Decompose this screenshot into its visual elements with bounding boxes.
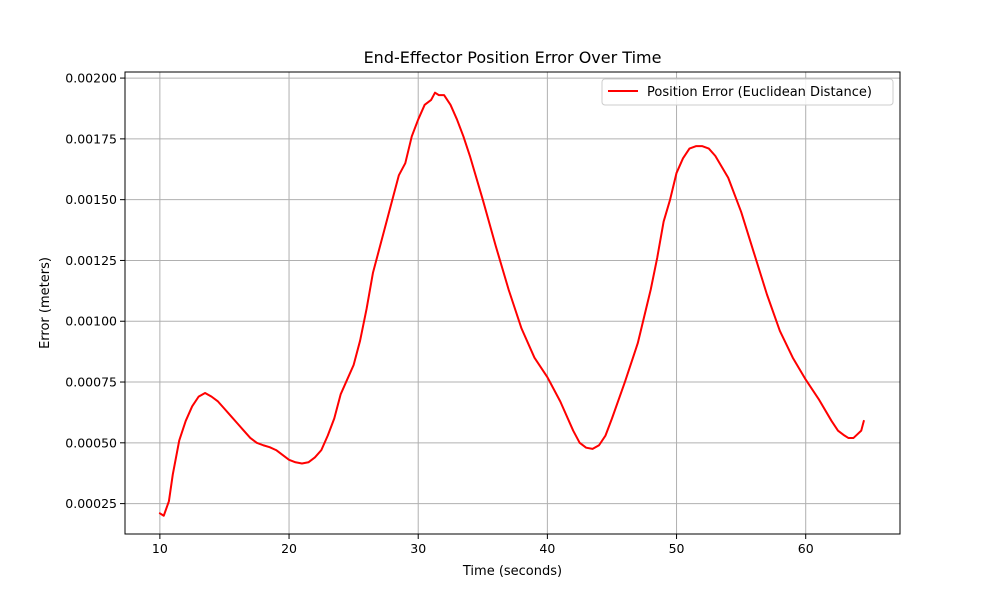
x-tick-label: 40 <box>539 541 555 556</box>
legend-box <box>601 78 894 106</box>
y-tick-label: 0.00150 <box>65 192 117 207</box>
y-tick-label: 0.00100 <box>65 314 117 329</box>
grid <box>125 72 900 534</box>
y-axis: 0.00025 0.00050 0.00075 0.00100 0.00125 0.001… <box>65 71 125 511</box>
y-axis-label: Error (meters) <box>38 257 53 349</box>
y-tick-label: 0.00125 <box>65 253 117 268</box>
series-line <box>158 91 865 517</box>
y-tick-label: 0.00025 <box>65 496 117 511</box>
x-tick-label: 20 <box>281 541 297 556</box>
y-tick-label: 0.00050 <box>65 435 117 450</box>
y-tick-label: 0.00075 <box>65 375 117 390</box>
y-tick-label: 0.00200 <box>65 71 117 86</box>
x-tick-label: 30 <box>410 541 426 556</box>
legend: Position Error (Euclidean Distance) <box>601 78 894 106</box>
plot-frame <box>124 71 901 535</box>
y-tick-label: 0.00175 <box>65 131 117 146</box>
x-tick-label: 50 <box>669 541 685 556</box>
series-layer <box>158 91 865 517</box>
chart-title: End-Effector Position Error Over Time <box>364 48 662 67</box>
x-axis: 10 20 30 40 50 60 <box>152 534 814 556</box>
x-tick-label: 10 <box>152 541 168 556</box>
legend-label: Position Error (Euclidean Distance) <box>647 85 872 100</box>
x-tick-label: 60 <box>798 541 814 556</box>
x-axis-label: Time (seconds) <box>462 564 562 579</box>
